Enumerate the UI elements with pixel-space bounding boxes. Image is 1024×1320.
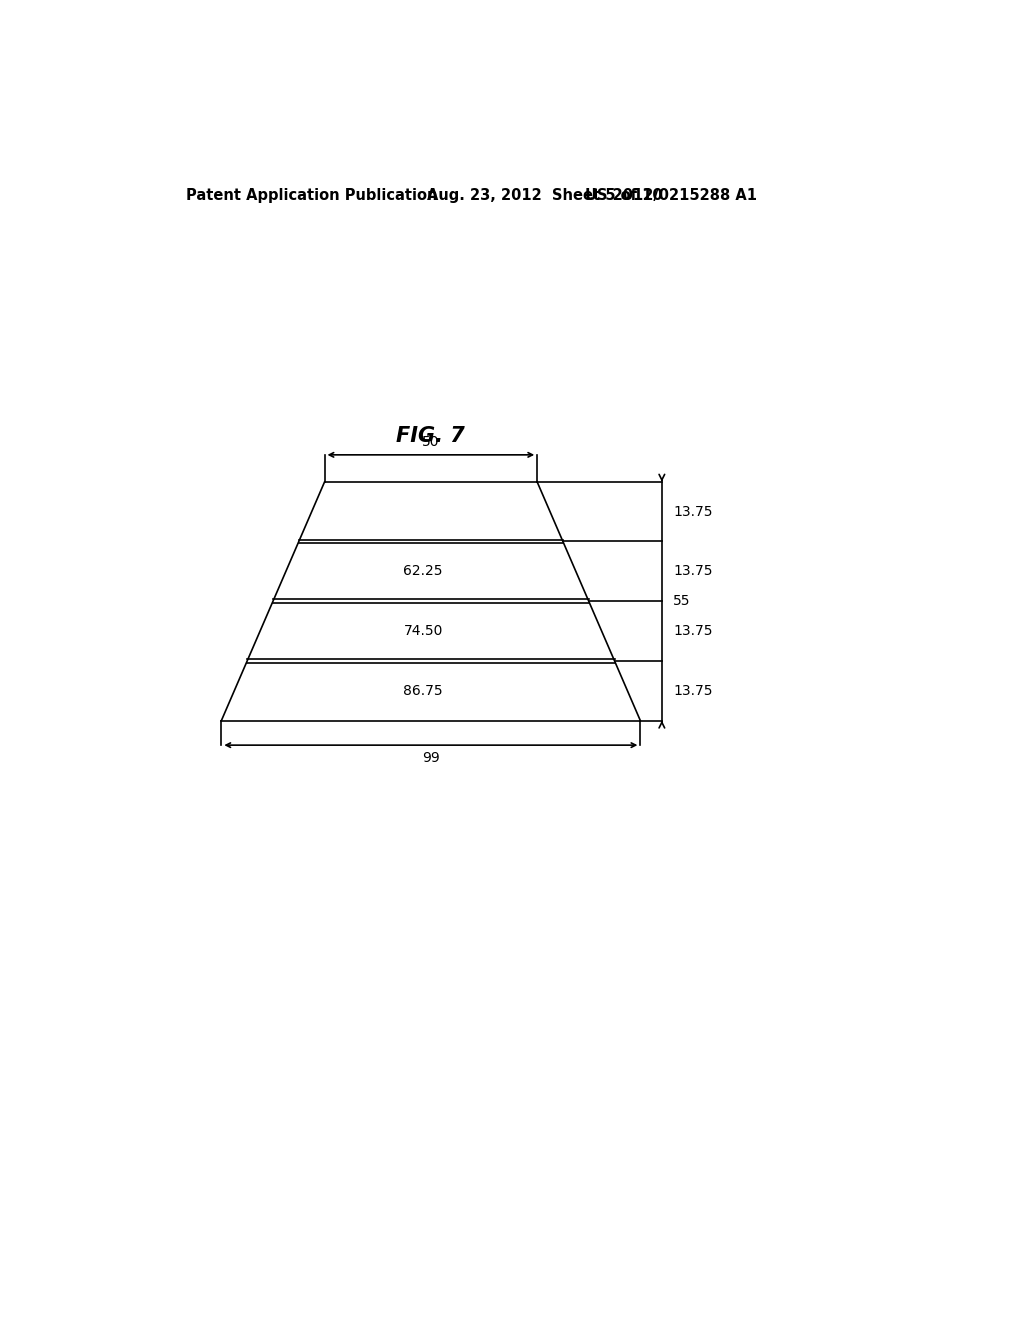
Text: Aug. 23, 2012  Sheet 5 of 10: Aug. 23, 2012 Sheet 5 of 10	[427, 187, 663, 203]
Text: 13.75: 13.75	[674, 684, 713, 698]
Text: 55: 55	[674, 594, 691, 609]
Text: FIG. 7: FIG. 7	[396, 425, 465, 446]
Text: 86.75: 86.75	[403, 684, 443, 698]
Text: US 2012/0215288 A1: US 2012/0215288 A1	[585, 187, 757, 203]
Text: Patent Application Publication: Patent Application Publication	[186, 187, 437, 203]
Text: 99: 99	[422, 751, 439, 766]
Text: 13.75: 13.75	[674, 504, 713, 519]
Text: 74.50: 74.50	[403, 624, 442, 638]
Text: 13.75: 13.75	[674, 624, 713, 638]
Text: 62.25: 62.25	[403, 565, 443, 578]
Text: 13.75: 13.75	[674, 565, 713, 578]
Text: 50: 50	[422, 434, 439, 449]
